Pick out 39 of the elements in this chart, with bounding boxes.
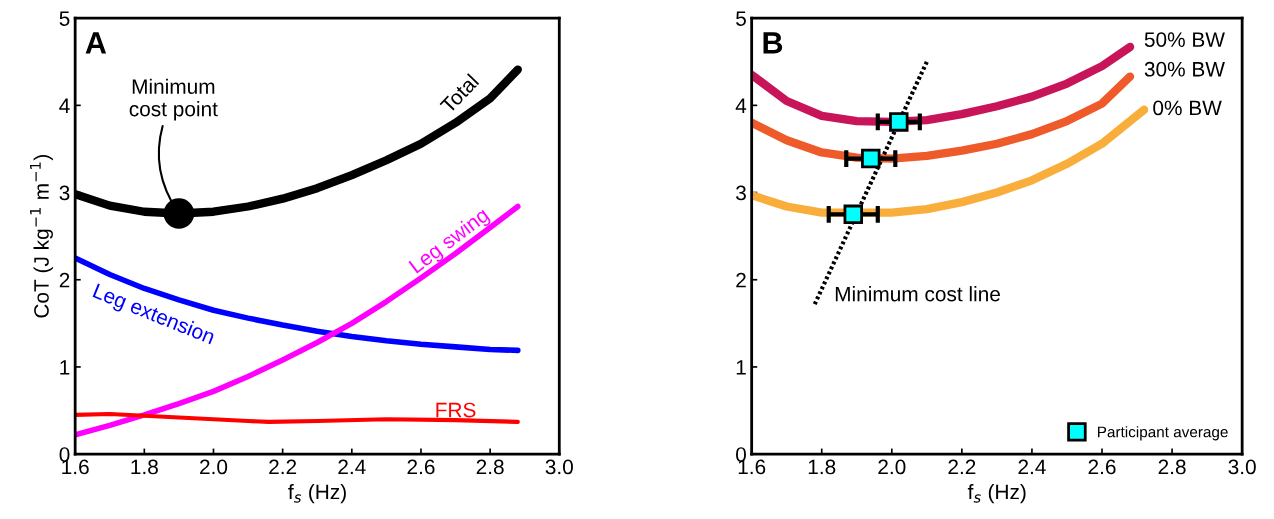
y-tick-label: 4 [735, 98, 747, 113]
series-label: 30% BW [1144, 61, 1225, 77]
x-tick-label: 3.0 [1228, 459, 1256, 475]
y-tick-label: 3 [59, 185, 70, 201]
x-tick-label: 2.4 [1018, 459, 1046, 475]
x-tick-label: 1.8 [808, 459, 836, 475]
series-label: 0% BW [1153, 100, 1222, 116]
point [843, 204, 863, 225]
y-axis-title: CoT (J kg$^{−1}$ m$^{−1}$) [30, 155, 53, 318]
y-tick-label: 1 [736, 360, 746, 375]
x-tick-label: 2.0 [200, 459, 228, 475]
y-tick-label: 1 [60, 360, 70, 375]
x-tick-label: 2.6 [1088, 459, 1116, 475]
y-tick-label: 4 [59, 98, 70, 113]
point [889, 112, 909, 132]
annotation: B [763, 32, 783, 54]
x-tick-label: 2.2 [269, 459, 297, 475]
series-label: FRS [436, 402, 476, 418]
legend-label: Participant average [1098, 426, 1228, 441]
y-tick-label: 5 [59, 11, 70, 26]
x-tick-label: 2.8 [1158, 459, 1186, 475]
series-label: 50% BW [1144, 32, 1225, 47]
x-tick-label: 2.8 [476, 459, 504, 475]
x-axis-title: f$_{s}$ (Hz) [288, 483, 346, 504]
y-tick-label: 2 [59, 272, 70, 288]
x-tick-label: 2.0 [878, 459, 906, 475]
series-label: Minimum cost line [835, 286, 1000, 302]
annotation: A [85, 32, 107, 54]
x-tick-label: 2.4 [338, 459, 366, 475]
x-tick-label: 1.8 [131, 459, 158, 475]
y-tick-label: 3 [736, 185, 746, 201]
x-tick-label: 3.0 [545, 459, 573, 475]
annotation: Minimum cost point [129, 78, 218, 121]
y-tick-label: 2 [736, 272, 746, 288]
x-tick-label: 2.2 [948, 459, 976, 475]
x-tick-label: 2.6 [407, 459, 435, 475]
x-axis-title: f$_{s}$ (Hz) [967, 483, 1026, 504]
point [861, 148, 881, 169]
y-tick-label: 5 [736, 11, 746, 26]
